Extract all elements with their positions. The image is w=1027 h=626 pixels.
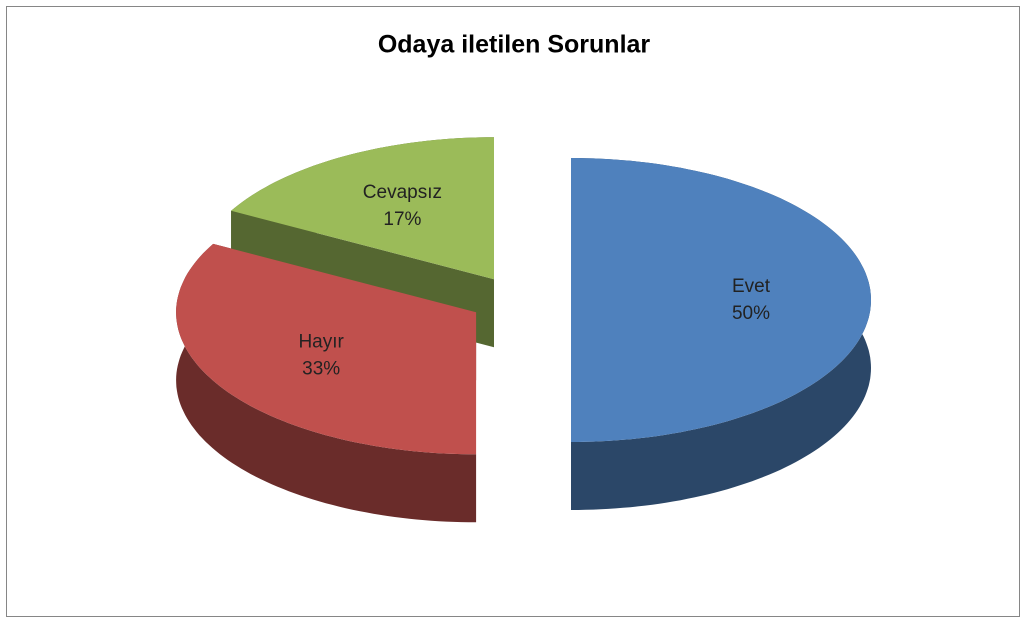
slice bbox=[571, 158, 871, 442]
slice-value-label: 17% bbox=[383, 209, 421, 230]
slice bbox=[176, 243, 477, 455]
slice-outer-wall bbox=[176, 243, 477, 523]
slice-label: Hayır bbox=[298, 332, 344, 353]
slice bbox=[231, 137, 494, 280]
chart-title: Odaya iletilen Sorunlar bbox=[378, 31, 651, 59]
slice-value-label: 50% bbox=[732, 303, 770, 324]
slice-value-label: 33% bbox=[302, 359, 340, 380]
slice-label: Evet bbox=[732, 276, 771, 297]
slice-label: Cevapsız bbox=[363, 182, 442, 203]
